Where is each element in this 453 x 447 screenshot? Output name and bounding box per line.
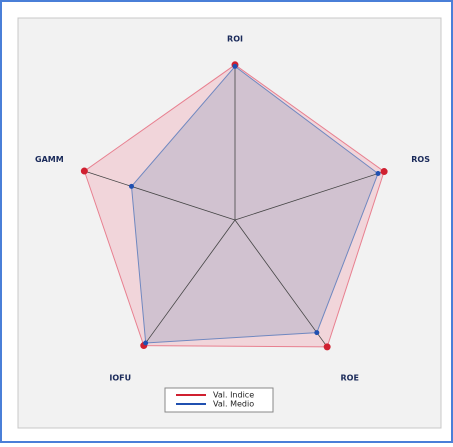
data-point <box>143 340 149 346</box>
legend-label: Val. Indice <box>213 391 254 400</box>
axis-label: ROE <box>341 373 359 382</box>
axis-line <box>234 171 383 221</box>
data-point <box>129 183 135 189</box>
axis-label: ROS <box>411 155 430 164</box>
legend-label: Val. Medio <box>213 400 254 409</box>
axis-line <box>234 219 327 346</box>
axis-label: IOFU <box>109 373 131 382</box>
data-point <box>80 167 88 175</box>
data-point <box>375 171 381 177</box>
series-area <box>130 65 379 344</box>
axis-line <box>87 171 236 221</box>
axis-label: ROI <box>227 34 243 43</box>
data-point <box>232 63 238 69</box>
data-point <box>314 330 320 336</box>
legend-box <box>164 387 274 413</box>
series-area <box>83 64 385 348</box>
axis-label: GAMM <box>35 155 64 164</box>
axis-line <box>143 219 236 346</box>
data-point <box>380 168 388 176</box>
plot-area <box>17 17 442 429</box>
data-point <box>323 343 331 351</box>
